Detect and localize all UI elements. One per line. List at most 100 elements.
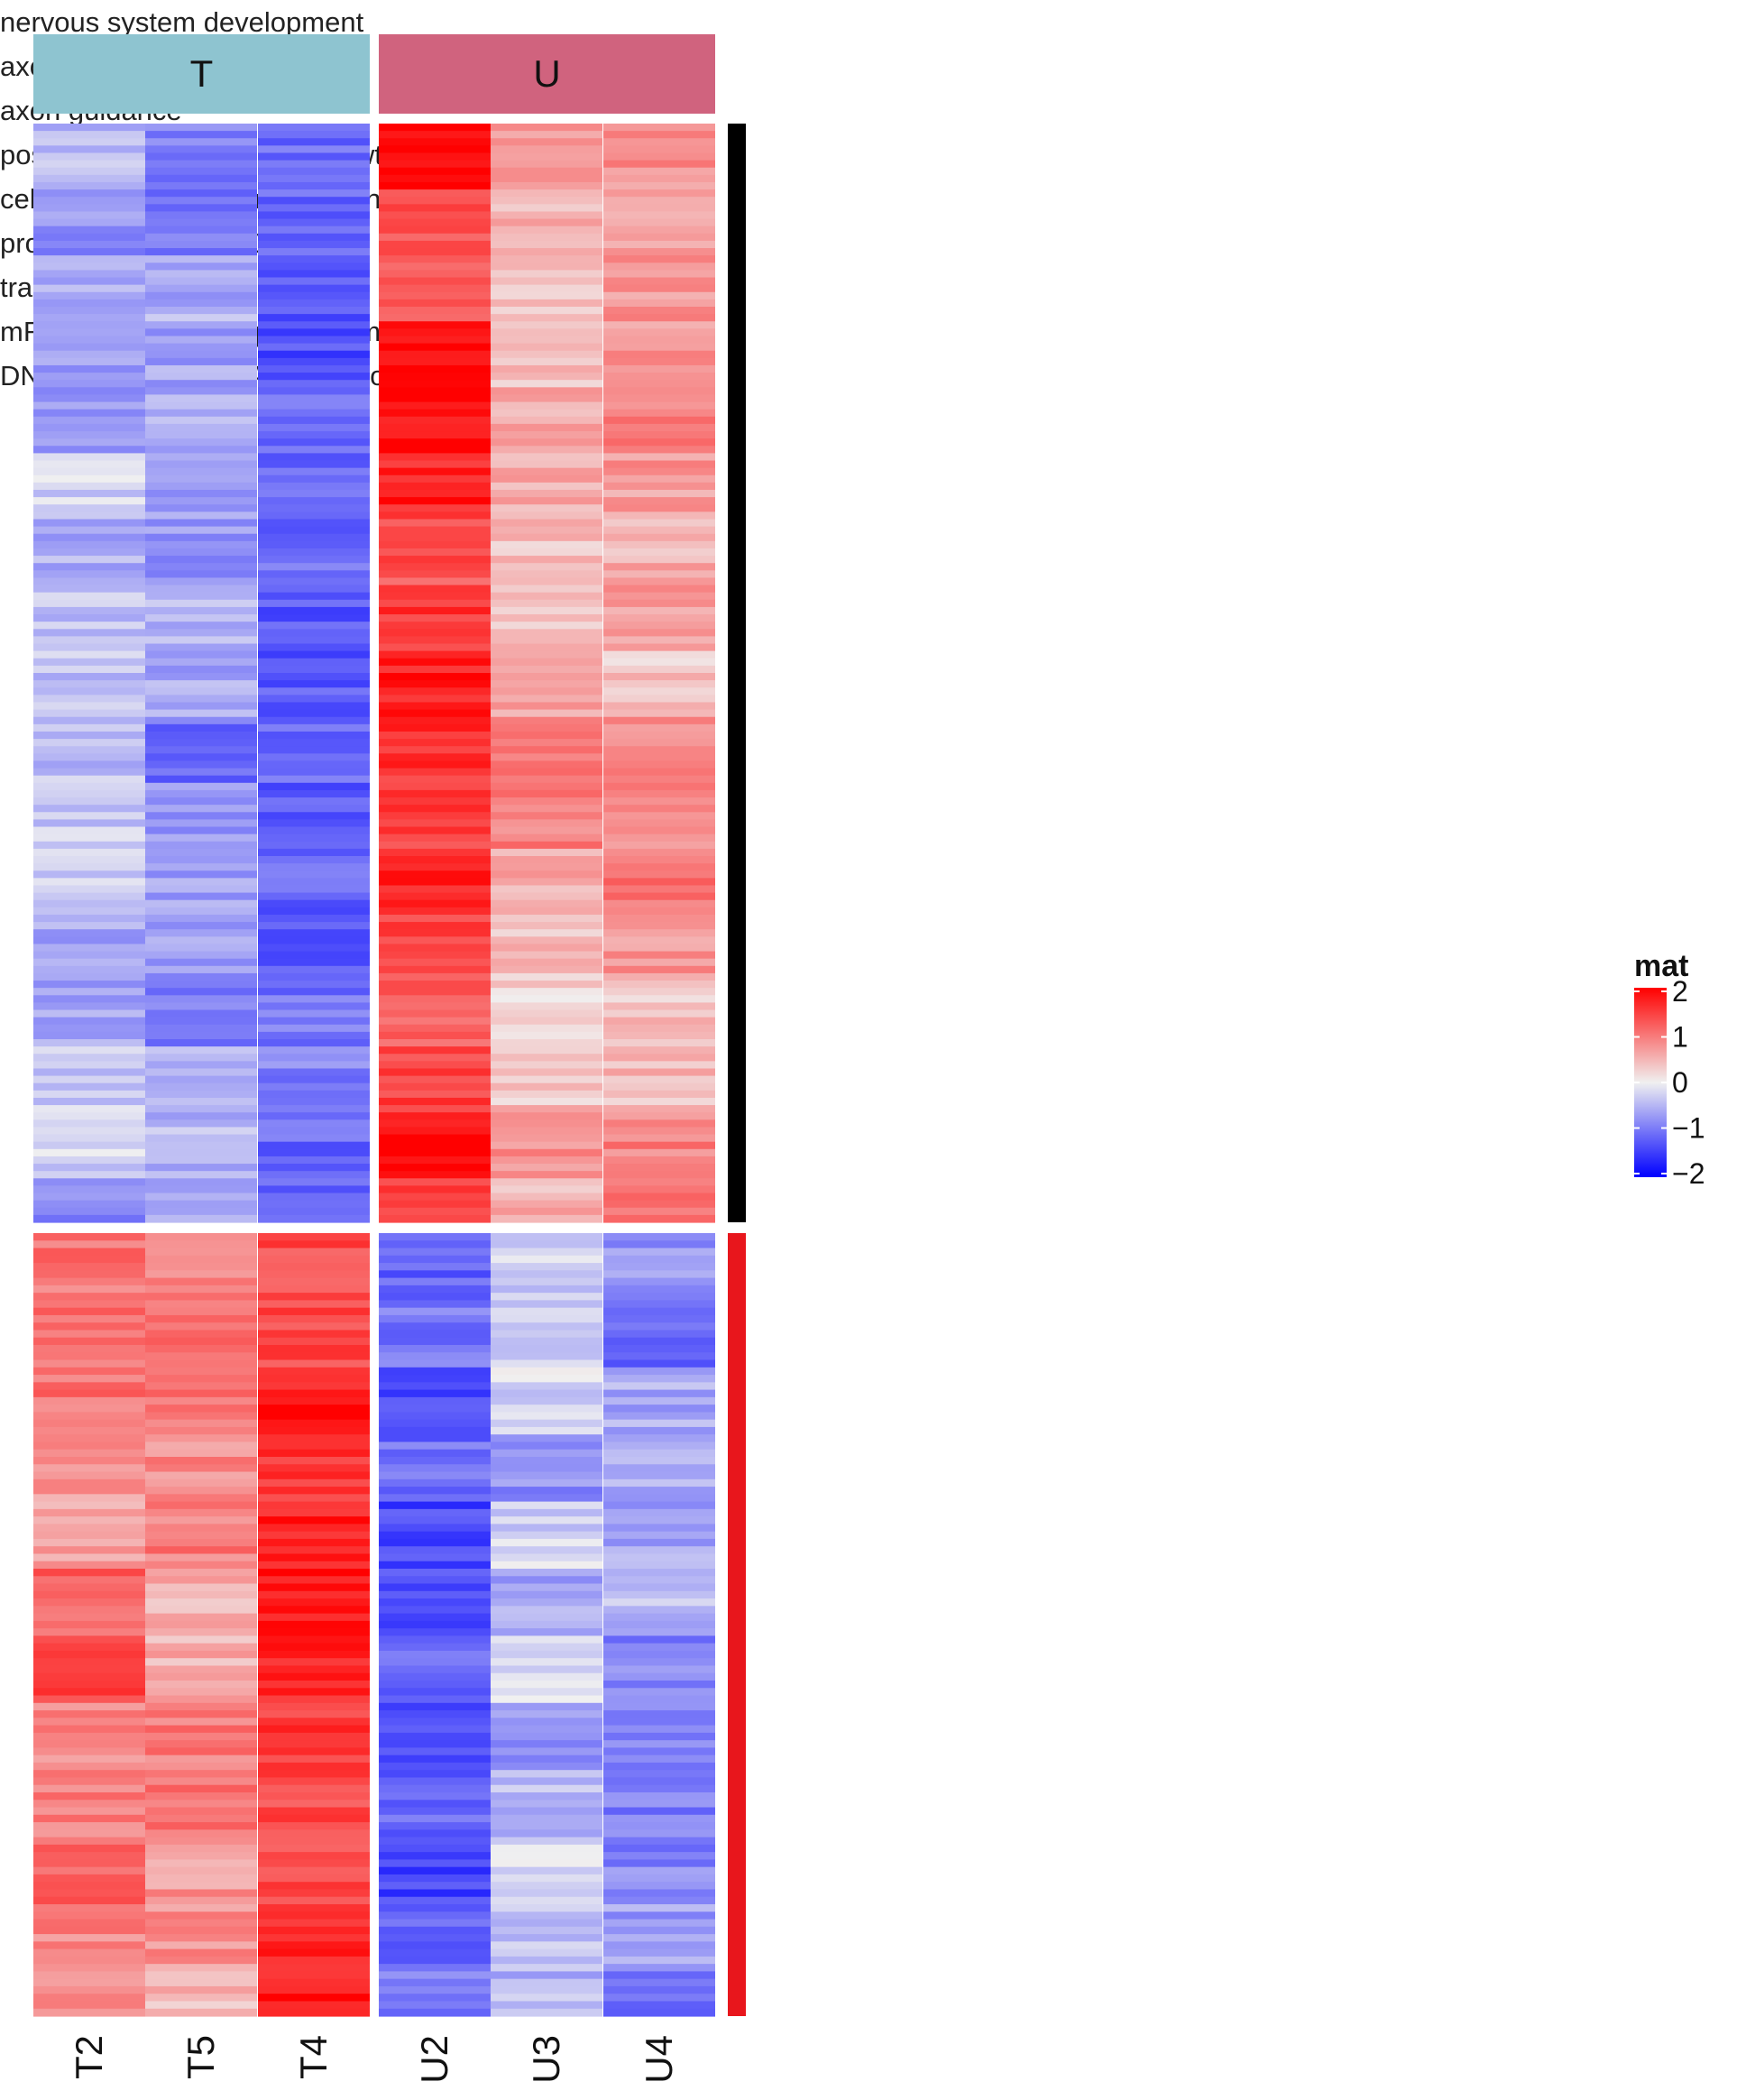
heatmap-cell — [603, 1941, 715, 1950]
heatmap-cell — [379, 1911, 491, 1920]
heatmap-cell — [603, 1859, 715, 1868]
heatmap-cell — [145, 1934, 257, 1942]
heatmap-cell — [258, 1359, 370, 1368]
heatmap-cell — [603, 343, 715, 352]
heatmap-cell — [145, 797, 257, 806]
heatmap-cell — [491, 1263, 602, 1271]
heatmap-cell — [491, 307, 602, 315]
heatmap-cell — [145, 1822, 257, 1830]
heatmap-cell — [491, 1852, 602, 1860]
heatmap-cell — [491, 1487, 602, 1495]
heatmap-cell — [258, 460, 370, 469]
heatmap-cell — [491, 768, 602, 777]
heatmap-cell — [33, 636, 145, 645]
heatmap-cell — [145, 563, 257, 571]
heatmap-cell — [603, 1068, 715, 1077]
heatmap-cell — [33, 1200, 145, 1209]
heatmap-cell — [145, 1681, 257, 1689]
heatmap-cell — [33, 1307, 145, 1316]
heatmap-cell — [491, 1874, 602, 1883]
heatmap-cell — [258, 1039, 370, 1047]
heatmap-cell — [33, 497, 145, 505]
heatmap-cell — [491, 577, 602, 586]
heatmap-cell — [258, 1658, 370, 1667]
heatmap-cell — [603, 1367, 715, 1376]
column-label-U2: U2 — [413, 2035, 455, 2084]
heatmap-cell — [145, 1487, 257, 1495]
heatmap-cell — [145, 1119, 257, 1128]
heatmap-cell — [491, 746, 602, 754]
heatmap-cell — [258, 687, 370, 695]
heatmap-cell — [33, 958, 145, 967]
heatmap-cell — [145, 1307, 257, 1316]
row-cluster-annotations — [728, 124, 746, 2016]
heatmap-cell — [491, 218, 602, 227]
heatmap-cell — [33, 438, 145, 447]
heatmap-cell — [491, 423, 602, 432]
heatmap-cell — [379, 307, 491, 315]
heatmap-cell — [491, 1941, 602, 1950]
heatmap-cell — [379, 1002, 491, 1011]
heatmap-cell — [603, 474, 715, 484]
heatmap-cell — [258, 431, 370, 439]
heatmap-cell — [258, 1487, 370, 1495]
heatmap-cell — [603, 650, 715, 659]
heatmap-cell — [379, 1844, 491, 1853]
heatmap-cell — [379, 533, 491, 542]
heatmap-cell — [379, 592, 491, 601]
heatmap-cell — [491, 1672, 602, 1681]
heatmap-cell — [33, 299, 145, 308]
heatmap-cell — [379, 1553, 491, 1562]
heatmap-cell — [491, 1718, 602, 1727]
heatmap-cell — [379, 1164, 491, 1172]
heatmap-cell — [491, 1844, 602, 1853]
heatmap-cell — [258, 1508, 370, 1517]
heatmap-cell — [491, 695, 602, 704]
heatmap-cell — [491, 1994, 602, 2003]
heatmap-cell — [145, 1419, 257, 1428]
heatmap-cell — [491, 936, 602, 945]
heatmap-cell — [379, 152, 491, 161]
heatmap-cell — [603, 1852, 715, 1860]
heatmap-cell — [491, 658, 602, 667]
heatmap-cell — [145, 2001, 257, 2010]
heatmap-cell — [491, 1919, 602, 1928]
heatmap-cell — [145, 211, 257, 220]
heatmap-cell — [603, 1874, 715, 1883]
heatmap-cell — [379, 511, 491, 520]
heatmap-cell — [33, 540, 145, 549]
heatmap-cell — [33, 1277, 145, 1286]
heatmap-cell — [258, 1164, 370, 1172]
heatmap-cell — [33, 1457, 145, 1465]
heatmap-cell — [145, 1516, 257, 1524]
heatmap-cell — [33, 218, 145, 227]
heatmap-cell — [379, 563, 491, 571]
heatmap-cell — [379, 181, 491, 190]
heatmap-cell — [258, 233, 370, 242]
heatmap-cell — [145, 1097, 257, 1106]
heatmap-cell — [258, 1874, 370, 1883]
heatmap-cell — [258, 453, 370, 462]
heatmap-cell — [379, 321, 491, 329]
heatmap-cell — [258, 1277, 370, 1286]
heatmap-cell — [258, 1590, 370, 1599]
heatmap-cell — [603, 1148, 715, 1157]
heatmap-cell — [258, 1538, 370, 1547]
heatmap-cell — [603, 1911, 715, 1920]
heatmap-cell — [145, 1755, 257, 1764]
heatmap-cell — [491, 1926, 602, 1935]
heatmap-cell — [258, 1240, 370, 1249]
heatmap-cell — [379, 431, 491, 439]
heatmap-cell — [603, 768, 715, 777]
heatmap-cell — [258, 1337, 370, 1346]
heatmap-cell — [491, 1784, 602, 1793]
heatmap-cell — [145, 1501, 257, 1510]
heatmap-cell — [379, 1546, 491, 1555]
heatmap-cell — [33, 1985, 145, 1994]
heatmap-cell — [258, 1367, 370, 1376]
heatmap-cell — [33, 1171, 145, 1179]
heatmap-cell — [33, 1300, 145, 1309]
heatmap-cell — [379, 1185, 491, 1194]
heatmap-cell — [258, 1248, 370, 1257]
heatmap-cell — [258, 1105, 370, 1113]
